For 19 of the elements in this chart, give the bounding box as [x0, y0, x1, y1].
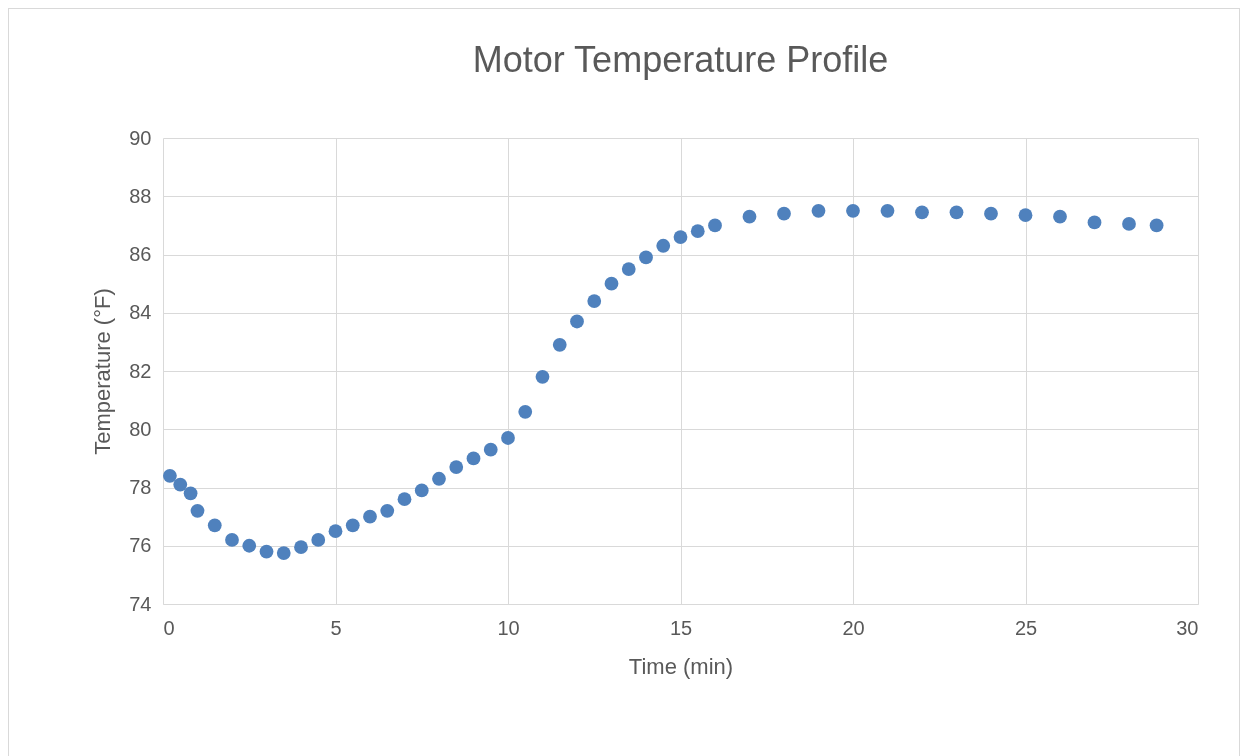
y-tick-label: 84 [129, 301, 152, 324]
x-tick-label: 10 [497, 616, 520, 639]
x-tick-label: 5 [330, 616, 342, 639]
x-tick-label: 15 [669, 616, 693, 639]
chart-title: Motor Temperature Profile [472, 39, 889, 80]
y-tick-label: 78 [129, 476, 152, 498]
y-axis-title: Temperature (°F) [90, 288, 116, 455]
y-tick-label: 88 [129, 184, 152, 207]
x-tick-label: 25 [1014, 616, 1038, 639]
y-tick-label: 86 [129, 243, 152, 265]
y-tick-label: 82 [129, 359, 152, 382]
x-axis-title: Time (min) [628, 653, 734, 679]
y-tick-label: 80 [129, 417, 152, 440]
y-tick-label: 90 [129, 126, 152, 149]
x-tick-label: 20 [842, 616, 865, 639]
x-tick-label: 0 [163, 616, 175, 639]
x-tick-label: 30 [1176, 616, 1199, 639]
y-tick-label: 76 [129, 534, 152, 557]
y-tick-label: 74 [129, 592, 152, 615]
